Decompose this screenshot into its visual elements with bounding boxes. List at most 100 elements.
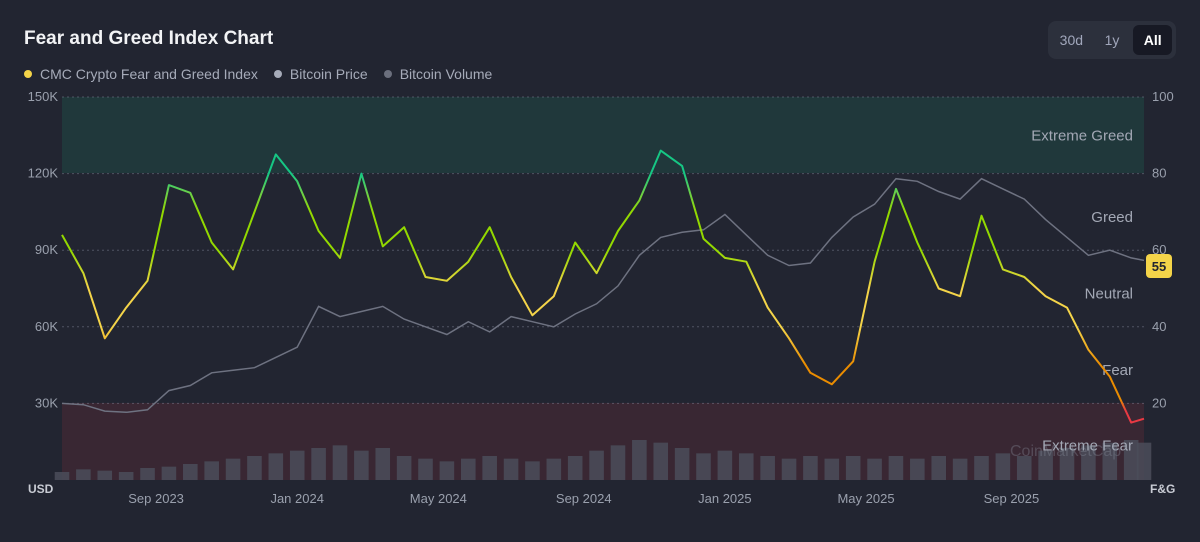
chart-legend: CMC Crypto Fear and Greed Index Bitcoin … (24, 66, 492, 82)
right-axis-unit: F&G (1150, 482, 1175, 496)
right-axis-labels: 100 80 60 40 20 (1152, 89, 1174, 410)
bitcoin-price-line (61, 177, 1145, 414)
legend-label: CMC Crypto Fear and Greed Index (40, 66, 258, 82)
volume-bar (824, 458, 840, 480)
volume-bar (161, 466, 177, 480)
legend-label: Bitcoin Volume (399, 66, 493, 82)
right-axis-tick-label: 40 (1152, 319, 1166, 334)
grid-lines (62, 96, 1144, 404)
volume-bar (311, 448, 326, 480)
x-axis-tick-label: Jan 2025 (698, 491, 752, 506)
volume-bar (888, 456, 904, 480)
volume-bar (97, 470, 113, 480)
volume-bar (952, 458, 968, 480)
range-all-button[interactable]: All (1133, 25, 1173, 55)
volume-bar (140, 468, 155, 480)
volume-bar (525, 461, 540, 480)
volume-bar (995, 453, 1011, 480)
volume-bar (760, 456, 775, 480)
x-axis-tick-label: Sep 2024 (556, 491, 612, 506)
volume-bar (332, 445, 348, 480)
volume-bar (225, 458, 241, 480)
right-axis-tick-label: 20 (1152, 395, 1166, 410)
x-axis-tick-label: Jan 2024 (270, 491, 324, 506)
volume-bar (567, 456, 583, 480)
volume-bar (931, 456, 947, 480)
volume-bar (1136, 442, 1152, 480)
zone-labels: Extreme Greed Greed Neutral Fear Extreme Fea… (1031, 127, 1133, 454)
volume-bar (653, 442, 669, 480)
watermark-text: CoinMarketCap (1010, 443, 1121, 460)
current-value-badge: 55 (1146, 254, 1172, 278)
volume-bar (738, 453, 754, 480)
volume-bar (974, 456, 989, 480)
volume-bar (503, 458, 519, 480)
zone-label: Neutral (1085, 286, 1133, 303)
left-axis-tick-label: 120K (28, 166, 59, 181)
zone-extreme-greed-band (62, 97, 1144, 173)
zone-label: Fear (1102, 362, 1133, 379)
left-axis-tick-label: 30K (35, 395, 58, 410)
volume-bar (482, 456, 497, 480)
volume-bar (289, 450, 305, 480)
volume-bar (396, 456, 412, 480)
volume-bar (546, 458, 562, 480)
volume-bar (632, 440, 647, 480)
volume-bar (439, 461, 455, 480)
time-range-selector: 30d 1y All (1048, 21, 1176, 59)
volume-bar (867, 458, 882, 480)
volume-bar (1081, 445, 1096, 480)
chart-title: Fear and Greed Index Chart (24, 28, 274, 49)
volume-bar (418, 458, 433, 480)
volume-bar (610, 445, 626, 480)
volume-bar (717, 450, 733, 480)
x-axis-tick-label: Sep 2023 (128, 491, 184, 506)
volume-bar (76, 469, 91, 480)
volume-bar (910, 458, 925, 480)
range-1y-button[interactable]: 1y (1093, 25, 1132, 55)
left-axis-unit: USD (28, 482, 54, 496)
x-axis-tick-label: Sep 2025 (984, 491, 1040, 506)
legend-dot-icon (383, 70, 392, 78)
volume-bar (589, 450, 604, 480)
left-axis-tick-label: 60K (35, 319, 58, 334)
volume-bar (183, 464, 198, 480)
volume-bar (781, 458, 797, 480)
legend-item-bitcoin-volume[interactable]: Bitcoin Volume (383, 66, 493, 82)
volume-bar (375, 448, 391, 480)
legend-dot-icon (273, 70, 282, 78)
right-axis-tick-label: 100 (1152, 89, 1174, 104)
volume-bar (1102, 442, 1118, 480)
x-axis-tick-label: May 2025 (837, 491, 894, 506)
volume-bar (461, 458, 476, 480)
volume-bar (354, 450, 369, 480)
volume-bar (204, 461, 219, 480)
volume-bar (1016, 456, 1032, 480)
volume-bar (803, 456, 818, 480)
zone-label: Extreme Greed (1031, 127, 1133, 144)
volume-bar (1059, 448, 1075, 480)
volume-bar (696, 453, 711, 480)
x-axis-labels: Sep 2023 Jan 2024 May 2024 Sep 2024 Jan 2025… (128, 491, 1039, 506)
legend-item-bitcoin-price[interactable]: Bitcoin Price (273, 66, 368, 82)
left-axis-tick-label: 90K (35, 242, 58, 257)
volume-bars (54, 440, 1152, 480)
volume-bar (845, 456, 861, 480)
legend-item-fear-greed[interactable]: CMC Crypto Fear and Greed Index (24, 66, 258, 82)
legend-dot-icon (24, 70, 32, 78)
zone-label: Extreme Fear (1042, 438, 1133, 455)
fear-greed-line (61, 149, 1145, 424)
range-30d-button[interactable]: 30d (1052, 25, 1091, 55)
current-value-text: 55 (1152, 259, 1166, 274)
volume-bar (54, 472, 70, 480)
x-axis-tick-label: May 2024 (410, 491, 467, 506)
volume-bar (1123, 440, 1139, 480)
zone-label: Greed (1091, 209, 1133, 226)
left-axis-tick-label: 150K (28, 89, 59, 104)
right-axis-tick-label: 60 (1152, 242, 1166, 257)
right-axis-tick-label: 80 (1152, 166, 1166, 181)
left-axis-labels: 150K 120K 90K 60K 30K (28, 89, 59, 410)
volume-bar (118, 472, 134, 480)
volume-bar (247, 456, 262, 480)
